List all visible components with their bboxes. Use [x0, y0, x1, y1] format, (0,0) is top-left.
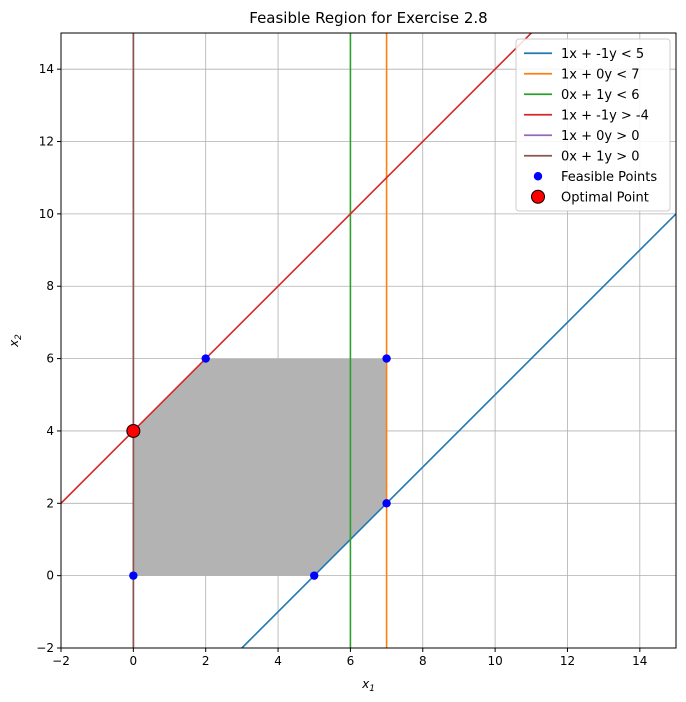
feasible-point — [382, 499, 391, 508]
x-tick-label: 14 — [632, 654, 647, 668]
legend-swatch-feasible-points — [533, 172, 543, 181]
y-tick-label: 12 — [39, 135, 54, 149]
x-axis-label-subscript: 1 — [369, 684, 375, 694]
constraint-line-4 — [61, 33, 532, 504]
legend-label: 0x + 1y > 0 — [561, 149, 640, 164]
y-tick-label: 14 — [39, 62, 54, 76]
legend-swatch-optimal-point — [531, 189, 545, 204]
plot-frame — [60, 32, 677, 649]
legend-label: 1x + -1y < 5 — [561, 47, 644, 62]
legend-label: Feasible Points — [561, 170, 657, 185]
y-tick-label: 2 — [46, 496, 54, 510]
legend: 1x + -1y < 5 1x + 0y < 7 0x + 1y < 6 1x + -… — [515, 38, 671, 212]
x-tick-label: −2 — [52, 654, 70, 668]
x-tick-label: 12 — [560, 654, 575, 668]
feasible-point — [310, 571, 319, 580]
y-tick-label: 10 — [39, 207, 54, 221]
y-tick-label: −2 — [36, 641, 54, 655]
optimal-point-marker — [126, 423, 141, 438]
legend-label: Optimal Point — [561, 190, 649, 205]
x-tick-label: 10 — [487, 654, 502, 668]
legend-label: 0x + 1y < 6 — [561, 88, 640, 103]
y-axis-label-subscript: 2 — [14, 334, 24, 340]
x-tick-label: 0 — [130, 654, 138, 668]
y-tick-label: 6 — [46, 352, 54, 366]
legend-label: 1x + -1y > -4 — [561, 108, 649, 123]
feasible-region — [133, 358, 387, 576]
feasible-point — [382, 354, 391, 363]
y-tick-label: 0 — [46, 569, 54, 583]
x-tick-label: 2 — [202, 654, 210, 668]
y-axis-label: x2 — [7, 334, 24, 348]
feasible-region-polygon — [133, 358, 387, 576]
axis-ticks: −2 0 2 4 6 8 10 12 14 −2 0 2 4 6 8 10 12 14 — [36, 62, 647, 668]
feasible-point — [201, 354, 210, 363]
x-tick-label: 4 — [274, 654, 282, 668]
feasible-point — [129, 571, 138, 580]
legend-label: 1x + 0y > 0 — [561, 129, 640, 144]
y-tick-label: 8 — [46, 279, 54, 293]
chart-title: Feasible Region for Exercise 2.8 — [249, 9, 487, 27]
optimal-point — [126, 423, 141, 438]
x-tick-label: 8 — [419, 654, 427, 668]
legend-label: 1x + 0y < 7 — [561, 67, 640, 82]
y-tick-label: 4 — [46, 424, 54, 438]
x-tick-label: 6 — [347, 654, 355, 668]
legend-box — [515, 38, 671, 212]
x-axis-label: x1 — [361, 677, 375, 694]
